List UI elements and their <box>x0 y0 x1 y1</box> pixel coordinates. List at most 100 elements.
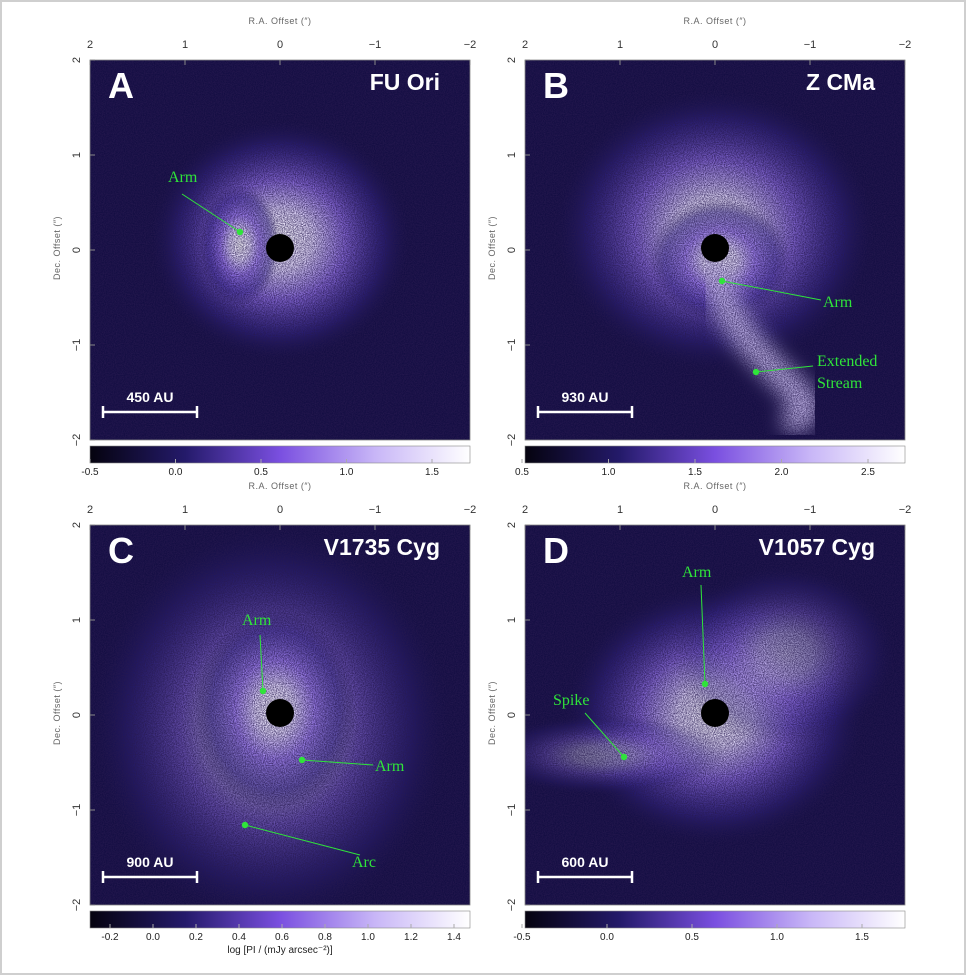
panel: C V1735 Cyg 900 AU Arm Arm Arc R.A. Offset (″)… <box>52 481 476 943</box>
colorbar-tick-label: -0.5 <box>81 467 99 478</box>
colorbar-tick-label: 0.2 <box>189 932 203 943</box>
colorbar <box>524 445 906 464</box>
scale-bar-label: 450 AU <box>127 389 174 405</box>
annotation-dot <box>259 687 267 695</box>
annotation-dot <box>620 753 628 761</box>
ra-tick-label: 0 <box>712 504 718 516</box>
annotation-dot <box>241 821 249 829</box>
ra-axis-title: R.A. Offset (″) <box>248 16 311 26</box>
colorbar <box>89 445 471 464</box>
object-name: V1735 Cyg <box>324 534 440 560</box>
annotation-leader <box>301 759 374 766</box>
ra-tick-label: 1 <box>617 504 623 516</box>
ra-tick-label: −1 <box>369 504 382 516</box>
dec-axis-title: Dec. Offset (″) <box>52 216 62 280</box>
ra-tick-label: −1 <box>804 39 817 51</box>
panel-letter: B <box>543 65 569 106</box>
dec-axis-title: Dec. Offset (″) <box>52 681 62 745</box>
coronagraph-mask <box>266 234 294 262</box>
colorbar-tick-label: 1.0 <box>602 467 616 478</box>
dec-tick-label: −1 <box>506 804 518 817</box>
scale-bar-label: 900 AU <box>127 854 174 870</box>
ra-axis-title: R.A. Offset (″) <box>683 481 746 491</box>
ra-tick-label: 1 <box>182 504 188 516</box>
dec-tick-label: −2 <box>71 899 83 912</box>
ra-tick-label: −1 <box>804 504 817 516</box>
object-name: Z CMa <box>806 69 875 95</box>
colorbar-tick-label: 2.0 <box>775 467 789 478</box>
ra-tick-label: 0 <box>277 504 283 516</box>
scale-bar-label: 930 AU <box>562 389 609 405</box>
colorbar-tick-label: 1.0 <box>361 932 375 943</box>
scale-bar-label: 600 AU <box>562 854 609 870</box>
annotation-label: Extended <box>817 353 877 370</box>
colorbar-tick-label: 1.2 <box>404 932 418 943</box>
dec-tick-label: 0 <box>506 247 518 253</box>
colorbar-tick-label: 1.4 <box>447 932 461 943</box>
colorbar-tick-label: -0.5 <box>513 932 531 943</box>
panel-letter: D <box>543 530 569 571</box>
image <box>525 525 905 905</box>
dec-tick-label: 2 <box>506 57 518 63</box>
dec-tick-label: 2 <box>71 522 83 528</box>
coronagraph-mask <box>701 234 729 262</box>
panel: B Z CMa 930 AU Arm Extended Stream R.A. Offset… <box>487 16 911 478</box>
dec-tick-label: −1 <box>71 804 83 817</box>
annotation-label: Arm <box>682 564 712 581</box>
dec-tick-label: −2 <box>506 434 518 447</box>
image <box>525 60 905 440</box>
colorbar-tick-label: 0.5 <box>515 467 529 478</box>
dec-tick-label: 1 <box>506 152 518 158</box>
ra-tick-label: 1 <box>182 39 188 51</box>
annotation-dot <box>752 368 760 376</box>
annotation-label: Arm <box>168 169 198 186</box>
image <box>90 60 470 440</box>
dec-tick-label: 0 <box>71 247 83 253</box>
annotation-label: Stream <box>817 375 863 392</box>
ra-tick-label: −2 <box>899 39 912 51</box>
annotation-dot <box>298 756 306 764</box>
annotation-label: Arm <box>242 612 272 629</box>
panel-letter: A <box>108 65 134 106</box>
colorbar-tick-label: 1.0 <box>340 467 354 478</box>
colorbar <box>524 910 906 929</box>
object-name: V1057 Cyg <box>759 534 875 560</box>
ra-tick-label: −1 <box>369 39 382 51</box>
annotation-label: Arc <box>352 854 376 871</box>
colorbar-tick-label: 0.4 <box>232 932 246 943</box>
dec-tick-label: 1 <box>71 152 83 158</box>
colorbar-tick-label: 0.0 <box>169 467 183 478</box>
annotation-label: Arm <box>375 758 405 775</box>
object-name: FU Ori <box>370 69 440 95</box>
dec-tick-label: 1 <box>506 617 518 623</box>
annotation-dot <box>236 228 244 236</box>
colorbar-tick-label: 0.0 <box>146 932 160 943</box>
image <box>90 525 470 905</box>
colorbar-tick-label: 1.5 <box>855 932 869 943</box>
colorbar-tick-label: 1.0 <box>770 932 784 943</box>
ra-axis-title: R.A. Offset (″) <box>248 481 311 491</box>
dec-axis-title: Dec. Offset (″) <box>487 216 497 280</box>
annotation-leader <box>755 365 814 373</box>
ra-tick-label: −2 <box>464 39 477 51</box>
panel: A FU Ori 450 AU Arm R.A. Offset (″) 2 1 0 −1 −2 De… <box>52 16 476 478</box>
dec-tick-label: −2 <box>71 434 83 447</box>
colorbar-tick-label: 0.8 <box>318 932 332 943</box>
annotation-leader <box>584 712 625 758</box>
colorbar-tick-label: 0.0 <box>600 932 614 943</box>
colorbar-title: log [PI / (mJy arcsec⁻²)] <box>227 945 333 956</box>
dec-tick-label: −1 <box>506 339 518 352</box>
panel: D V1057 Cyg 600 AU Arm Spike R.A. Offset (″) 2… <box>487 481 912 943</box>
dec-tick-label: 0 <box>71 712 83 718</box>
dec-tick-label: −1 <box>71 339 83 352</box>
dec-axis-title: Dec. Offset (″) <box>487 681 497 745</box>
annotation-dot <box>701 680 709 688</box>
ra-tick-label: −2 <box>899 504 912 516</box>
dec-tick-label: −2 <box>506 899 518 912</box>
ra-tick-label: 2 <box>522 504 528 516</box>
annotation-leader <box>721 280 822 301</box>
ra-tick-label: 0 <box>277 39 283 51</box>
annotation-leader <box>700 584 706 685</box>
colorbar-tick-label: 0.5 <box>254 467 268 478</box>
